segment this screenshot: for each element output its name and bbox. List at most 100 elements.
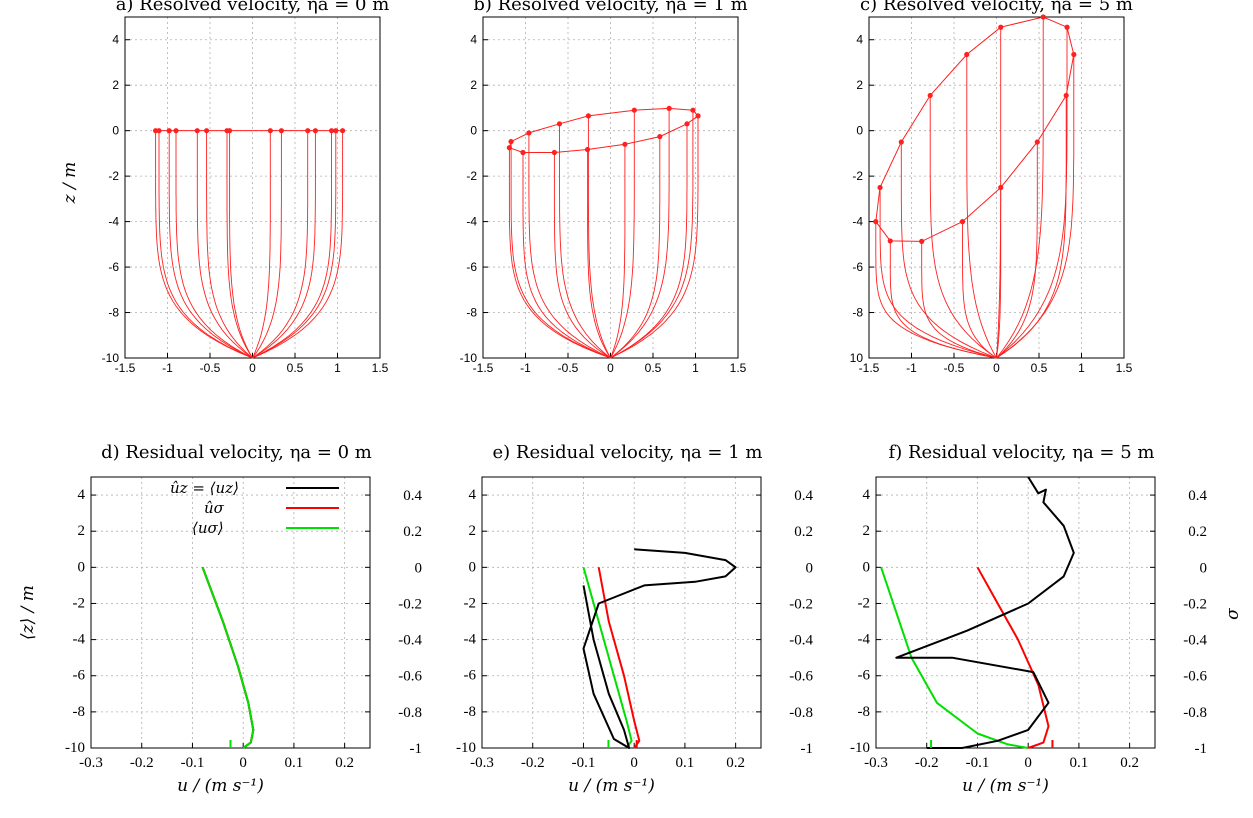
velocity-profile (610, 110, 635, 359)
surface-point (695, 113, 701, 119)
xtick-label: 0.2 (335, 755, 354, 771)
xtick-label: 1 (334, 361, 341, 375)
chart-title-d: d) Residual velocity, ηa = 0 m (101, 442, 372, 463)
xtick-label: -1.5 (859, 361, 880, 375)
velocity-profile (510, 141, 611, 359)
ytick-label: 2 (78, 523, 86, 539)
ytick-label: -4 (852, 215, 863, 229)
ytick-label: -8 (858, 704, 871, 720)
xtick-label: -0.2 (521, 755, 545, 771)
xtick-label: 1.5 (372, 361, 389, 375)
xtick-label: -0.5 (200, 361, 221, 375)
velocity-profile (996, 27, 1068, 359)
xtick-label: 0 (1024, 755, 1032, 771)
velocity-profile (528, 132, 611, 359)
ytick-label: -2 (464, 595, 477, 611)
series-line (582, 548, 737, 749)
ytick-label: -2 (858, 595, 871, 611)
velocity-profile (879, 187, 997, 359)
xtick-label: 0 (993, 361, 1000, 375)
y-axis-label: ⟨z⟩ / m (18, 585, 38, 640)
ytick-label: -6 (108, 260, 119, 274)
ytick-label: -4 (466, 215, 477, 229)
velocity-profile (206, 130, 253, 359)
ytick-label: 4 (469, 487, 477, 503)
y2tick-label: 0.2 (403, 524, 422, 540)
plot-frame (875, 476, 1156, 749)
panel-b: b) Resolved velocity, ηa = 1 m -1.5 -1 -0.5… (460, 0, 748, 375)
surface-point (204, 128, 210, 134)
surface-point (166, 128, 172, 134)
y2-axis-label: σ (1223, 608, 1243, 620)
chart-title-a: a) Resolved velocity, ηa = 0 m (116, 0, 390, 15)
xtick-label: -0.5 (558, 361, 579, 375)
velocity-profile (921, 241, 997, 359)
xtick-label: -1.5 (115, 361, 136, 375)
surface-point (267, 128, 273, 134)
velocity-profile (252, 130, 282, 359)
y2tick-label: -0.6 (789, 669, 813, 685)
y2tick-label: 0.2 (794, 524, 813, 540)
xtick-label: -0.1 (966, 755, 990, 771)
y2tick-label: -1 (1195, 741, 1208, 757)
velocity-profile (889, 240, 997, 359)
surface-point (919, 238, 925, 244)
y2tick-label: -0.4 (1183, 633, 1207, 649)
surface-point (520, 149, 526, 156)
ytick-label: -10 (102, 351, 120, 365)
series-line (582, 567, 633, 749)
xtick-label: -1 (906, 361, 917, 375)
series-line (597, 567, 641, 749)
surface-point (508, 138, 514, 145)
velocity-profile (229, 130, 253, 359)
ytick-label: 4 (112, 33, 119, 47)
ytick-label: -4 (464, 632, 477, 648)
surface-point (333, 128, 339, 134)
velocity-profile (587, 149, 611, 359)
xtick-label: 1 (692, 361, 699, 375)
ytick-label: -8 (464, 704, 477, 720)
xtick-label: 0.1 (1070, 755, 1089, 771)
plot-frame (481, 476, 762, 749)
surface-point (506, 145, 512, 151)
series-line (201, 566, 255, 749)
xtick-label: 0.2 (1120, 755, 1139, 771)
velocity-profile (610, 144, 626, 359)
surface-point (312, 128, 318, 134)
series-line (201, 566, 255, 749)
ytick-label: -2 (852, 169, 863, 183)
chart-title-b: b) Resolved velocity, ηa = 1 m (473, 0, 747, 15)
velocity-profile (252, 130, 337, 359)
xtick-label: 0.5 (645, 361, 662, 375)
ytick-label: 0 (863, 559, 871, 575)
y2tick-label: 0.4 (794, 488, 813, 504)
y2tick-label: -0.2 (1183, 596, 1207, 612)
ytick-label: -6 (464, 668, 477, 684)
surface-point (998, 184, 1004, 191)
ytick-label: -6 (466, 260, 477, 274)
ytick-label: 10 (850, 351, 864, 365)
ytick-label: -2 (108, 169, 119, 183)
surface-point (622, 141, 628, 147)
velocity-profile (966, 54, 997, 359)
chart-title-f: f) Residual velocity, ηa = 5 m (889, 442, 1155, 463)
velocity-profile (996, 142, 1038, 359)
velocity-profile (559, 123, 611, 359)
panel-f: f) Residual velocity, ηa = 5 m -0.3 -0.2 -0… (850, 442, 1243, 796)
ytick-label: -6 (852, 260, 863, 274)
xtick-label: -0.3 (79, 755, 103, 771)
surface-point (156, 128, 162, 134)
ytick-label: 2 (863, 523, 871, 539)
velocity-profile (508, 147, 611, 359)
y-axis-label: z / m (60, 162, 80, 205)
legend: ûz = ⟨uz⟩ ûσ ⟨uσ⟩ (170, 479, 339, 537)
velocity-profile (522, 152, 611, 359)
surface-point (959, 219, 966, 225)
xtick-label: 1.5 (730, 361, 747, 375)
ytick-label: -4 (73, 632, 86, 648)
xtick-label: 0.2 (726, 755, 745, 771)
y2tick-label: 0.4 (403, 488, 422, 504)
surface-point (584, 146, 591, 153)
y2tick-label: -0.2 (789, 596, 813, 612)
velocity-profile (587, 115, 611, 359)
